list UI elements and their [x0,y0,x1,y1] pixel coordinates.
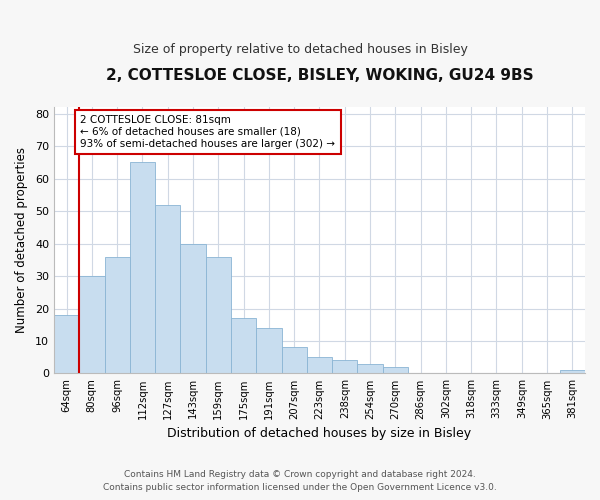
X-axis label: Distribution of detached houses by size in Bisley: Distribution of detached houses by size … [167,427,472,440]
Bar [231,318,256,374]
Bar [256,328,281,374]
Bar [281,348,307,374]
Bar [383,367,408,374]
Bar [332,360,358,374]
Title: 2, COTTESLOE CLOSE, BISLEY, WOKING, GU24 9BS: 2, COTTESLOE CLOSE, BISLEY, WOKING, GU24… [106,68,533,82]
Text: Size of property relative to detached houses in Bisley: Size of property relative to detached ho… [133,42,467,56]
Bar [206,256,231,374]
Bar [54,315,79,374]
Bar [130,162,155,374]
Bar [104,256,130,374]
Bar [307,357,332,374]
Bar [79,276,104,374]
Text: Contains HM Land Registry data © Crown copyright and database right 2024.
Contai: Contains HM Land Registry data © Crown c… [103,470,497,492]
Text: 2 COTTESLOE CLOSE: 81sqm
← 6% of detached houses are smaller (18)
93% of semi-de: 2 COTTESLOE CLOSE: 81sqm ← 6% of detache… [80,116,335,148]
Bar [181,244,206,374]
Bar [358,364,383,374]
Bar [560,370,585,374]
Bar [155,204,181,374]
Y-axis label: Number of detached properties: Number of detached properties [15,148,28,334]
